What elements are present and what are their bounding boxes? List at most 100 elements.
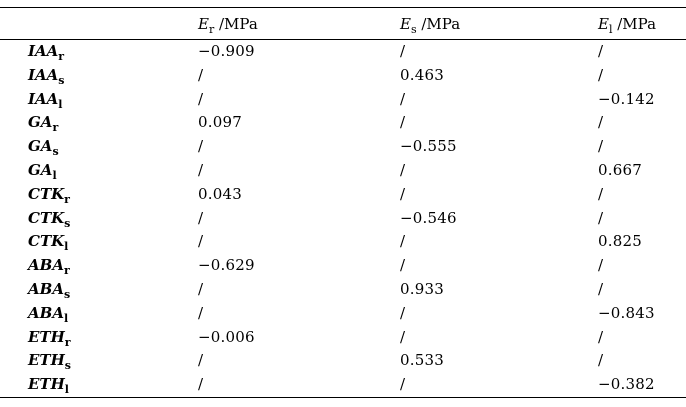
cell-el: / xyxy=(598,113,604,132)
row-label-text: CTK xyxy=(28,184,65,203)
row-label-subscript: l xyxy=(58,97,63,111)
es-unit: /MPa xyxy=(416,14,461,33)
row-label-text: ETH xyxy=(28,375,65,394)
header-cell-er: Er /MPa xyxy=(198,7,400,40)
row-label: IAAr xyxy=(0,40,198,64)
row-label-text: CTK xyxy=(28,208,65,227)
table-header: Er /MPa Es /MPa El /MPa xyxy=(0,7,686,40)
row-label-text: GA xyxy=(28,160,53,179)
cell-es: 0.933 xyxy=(400,279,444,298)
cell-es: −0.555 xyxy=(400,137,457,156)
row-label: GAs xyxy=(0,135,198,159)
row-label-subscript: l xyxy=(63,311,69,325)
er-symbol: E xyxy=(198,14,209,33)
row-label-subscript: s xyxy=(63,287,71,301)
header-cell-es: Es /MPa xyxy=(400,7,598,40)
cell-el: / xyxy=(598,184,604,203)
cell-el: / xyxy=(598,65,604,84)
table-row: ETHl / / −0.382 xyxy=(0,373,686,397)
row-label: IAAl xyxy=(0,88,198,112)
correlation-table: Er /MPa Es /MPa El /MPa IAAr −0.909 / / … xyxy=(0,7,686,398)
header-row: Er /MPa Es /MPa El /MPa xyxy=(0,7,686,40)
header-cell-el: El /MPa xyxy=(598,7,686,40)
row-label: ABAr xyxy=(0,254,198,278)
cell-es: / xyxy=(400,327,406,346)
cell-es: / xyxy=(400,160,406,179)
table-row: ABAl / / −0.843 xyxy=(0,302,686,326)
cell-el: / xyxy=(598,327,604,346)
row-label-subscript: r xyxy=(64,335,71,349)
table-row: CTKs / −0.546 / xyxy=(0,207,686,231)
cell-el: / xyxy=(598,279,604,298)
table-body: IAAr −0.909 / / IAAs / 0.463 / IAAl / / … xyxy=(0,40,686,398)
cell-el: / xyxy=(598,351,604,370)
cell-el: −0.843 xyxy=(598,303,655,322)
row-label-subscript: s xyxy=(52,145,59,159)
row-label: IAAs xyxy=(0,64,198,88)
table-row: ABAr −0.629 / / xyxy=(0,254,686,278)
cell-es: 0.533 xyxy=(400,351,444,370)
row-label-subscript: r xyxy=(52,121,59,135)
cell-el: 0.667 xyxy=(598,160,642,179)
cell-er: / xyxy=(198,208,204,227)
cell-er: / xyxy=(198,303,204,322)
row-label-subscript: r xyxy=(63,264,70,278)
row-label-subscript: s xyxy=(64,359,71,373)
cell-er: 0.097 xyxy=(198,113,242,132)
cell-er: / xyxy=(198,375,204,394)
cell-es: −0.546 xyxy=(400,208,457,227)
cell-er: / xyxy=(198,351,204,370)
cell-er: / xyxy=(198,89,204,108)
row-label-text: GA xyxy=(28,113,53,132)
table-row: CTKl / / 0.825 xyxy=(0,230,686,254)
table-row: GAs / −0.555 / xyxy=(0,135,686,159)
row-label: CTKs xyxy=(0,207,198,231)
el-symbol: E xyxy=(598,14,609,33)
cell-el: −0.142 xyxy=(598,89,655,108)
row-label-subscript: s xyxy=(64,216,71,230)
cell-es: / xyxy=(400,303,406,322)
row-label-subscript: l xyxy=(64,383,69,397)
cell-er: / xyxy=(198,232,204,251)
row-label: GAl xyxy=(0,159,198,183)
row-label: GAr xyxy=(0,111,198,135)
table-row: GAl / / 0.667 xyxy=(0,159,686,183)
row-label-text: ABA xyxy=(28,256,64,275)
header-cell-empty xyxy=(0,7,198,40)
cell-er: −0.909 xyxy=(198,42,255,60)
row-label-text: IAA xyxy=(28,65,59,84)
cell-el: / xyxy=(598,256,604,275)
cell-es: / xyxy=(400,113,406,132)
row-label-text: GA xyxy=(28,137,53,156)
row-label: CTKl xyxy=(0,230,198,254)
row-label: ABAs xyxy=(0,278,198,302)
cell-er: −0.629 xyxy=(198,256,255,275)
row-label-text: ETH xyxy=(28,351,65,370)
row-label: ABAl xyxy=(0,302,198,326)
cell-er: −0.006 xyxy=(198,327,255,346)
table-row: IAAr −0.909 / / xyxy=(0,40,686,64)
row-label-text: ABA xyxy=(28,303,64,322)
cell-el: 0.825 xyxy=(598,232,642,251)
table-row: IAAs / 0.463 / xyxy=(0,64,686,88)
cell-es: / xyxy=(400,232,406,251)
er-subscript: r xyxy=(208,22,215,36)
row-label-text: CTK xyxy=(28,232,65,251)
row-label: ETHr xyxy=(0,326,198,350)
table-row: ABAs / 0.933 / xyxy=(0,278,686,302)
table-row: IAAl / / −0.142 xyxy=(0,88,686,112)
row-label-text: ABA xyxy=(28,279,64,298)
row-label-subscript: l xyxy=(52,168,57,182)
row-label-text: IAA xyxy=(28,89,59,108)
es-subscript: s xyxy=(410,22,417,36)
row-label: ETHl xyxy=(0,373,198,397)
cell-er: / xyxy=(198,65,204,84)
cell-el: −0.382 xyxy=(598,375,655,394)
es-symbol: E xyxy=(400,14,411,33)
row-label-subscript: s xyxy=(58,73,65,87)
cell-er: 0.043 xyxy=(198,184,242,203)
table-row: CTKr 0.043 / / xyxy=(0,183,686,207)
cell-er: / xyxy=(198,279,204,298)
table-row: ETHs / 0.533 / xyxy=(0,349,686,373)
